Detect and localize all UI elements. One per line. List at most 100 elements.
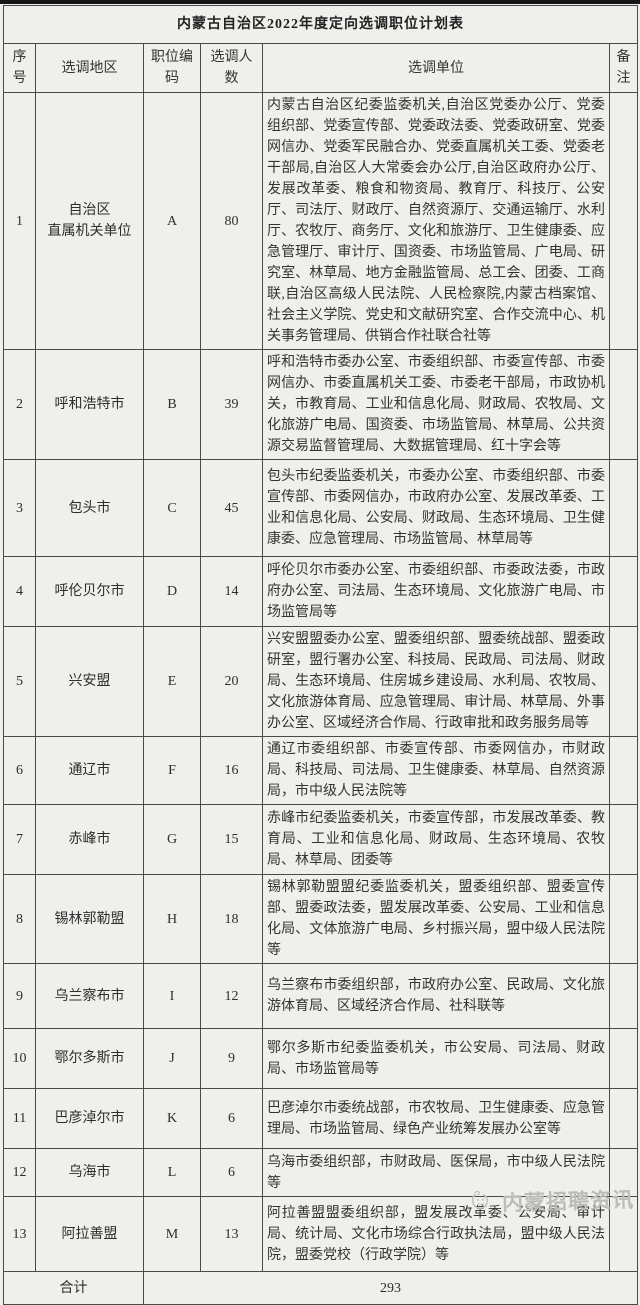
row-units: 乌海市委组织部，市财政局、医保局，市中级人民法院等	[262, 1148, 610, 1197]
header-code: 职位编码	[143, 43, 201, 93]
table-row: 12 乌海市 L 6 乌海市委组织部，市财政局、医保局，市中级人民法院等	[3, 1148, 639, 1197]
row-count: 80	[200, 92, 263, 350]
row-remark	[608, 349, 639, 460]
row-code: K	[143, 1088, 201, 1149]
row-code: C	[143, 459, 201, 557]
row-units: 内蒙古自治区纪委监委机关,自治区党委办公厅、党委组织部、党委宣传部、党委政法委、…	[262, 92, 610, 350]
table-title-row: 内蒙古自治区2022年度定向选调职位计划表	[2, 5, 639, 44]
row-code: H	[143, 874, 201, 964]
table-row: 9 乌兰察布市 I 12 乌兰察布市委组织部，市政府办公室、民政局、文化旅游体育…	[3, 963, 639, 1029]
row-region: 鄂尔多斯市	[35, 1028, 144, 1089]
row-index: 4	[3, 556, 36, 627]
row-remark	[608, 1088, 639, 1149]
header-units: 选调单位	[262, 43, 610, 93]
row-index: 13	[3, 1196, 36, 1272]
row-code: A	[143, 92, 201, 350]
row-units: 包头市纪委监委机关，市委办公室、市委组织部、市委宣传部、市委网信办，市政府办公室…	[262, 459, 610, 557]
row-region: 呼伦贝尔市	[35, 556, 144, 627]
table-row: 10 鄂尔多斯市 J 9 鄂尔多斯市纪委监委机关，市公安局、司法局、财政局、市场…	[3, 1028, 639, 1089]
row-count: 15	[200, 804, 263, 875]
row-units: 阿拉善盟盟委组织部，盟发展改革委、公安局、审计局、统计局、文化市场综合行政执法局…	[262, 1196, 610, 1272]
row-remark	[608, 92, 639, 350]
row-index: 1	[3, 92, 36, 350]
header-remark: 备注	[608, 43, 639, 93]
table-header-row: 序号 选调地区 职位编码 选调人数 选调单位 备注	[3, 43, 639, 93]
row-region: 赤峰市	[35, 804, 144, 875]
row-region: 乌兰察布市	[35, 963, 144, 1029]
row-code: B	[143, 349, 201, 460]
row-remark	[608, 804, 639, 875]
row-units: 鄂尔多斯市纪委监委机关，市公安局、司法局、财政局、市场监管局等	[262, 1028, 610, 1089]
row-count: 45	[200, 459, 263, 557]
row-remark	[608, 736, 639, 805]
row-code: M	[143, 1196, 201, 1272]
row-count: 6	[200, 1148, 263, 1197]
row-remark	[608, 626, 639, 737]
row-region: 自治区 直属机关单位	[35, 92, 144, 350]
table-total-row: 合计 293	[3, 1271, 639, 1305]
row-index: 10	[3, 1028, 36, 1089]
row-count: 14	[200, 556, 263, 627]
table-row: 5 兴安盟 E 20 兴安盟盟委办公室、盟委组织部、盟委统战部、盟委政研室，盟行…	[3, 626, 639, 737]
row-region: 通辽市	[35, 736, 144, 805]
row-units: 锡林郭勒盟盟纪委监委机关，盟委组织部、盟委宣传部、盟委政法委，盟发展改革委、公安…	[262, 874, 610, 964]
row-remark	[608, 963, 639, 1029]
row-code: L	[143, 1148, 201, 1197]
row-index: 11	[3, 1088, 36, 1149]
table-row: 1 自治区 直属机关单位 A 80 内蒙古自治区纪委监委机关,自治区党委办公厅、…	[3, 92, 639, 350]
header-region: 选调地区	[35, 43, 144, 93]
row-units: 巴彦淖尔市委统战部，市农牧局、卫生健康委、应急管理局、市场监管局、绿色产业统筹发…	[262, 1088, 610, 1149]
row-index: 3	[3, 459, 36, 557]
row-index: 9	[3, 963, 36, 1029]
row-index: 5	[3, 626, 36, 737]
row-remark	[608, 1196, 639, 1272]
row-region: 呼和浩特市	[35, 349, 144, 460]
row-units: 兴安盟盟委办公室、盟委组织部、盟委统战部、盟委政研室，盟行署办公室、科技局、民政…	[262, 626, 610, 737]
row-code: G	[143, 804, 201, 875]
row-count: 39	[200, 349, 263, 460]
table-row: 7 赤峰市 G 15 赤峰市纪委监委机关，市委宣传部，市发展改革委、教育局、工业…	[3, 804, 639, 875]
row-index: 8	[3, 874, 36, 964]
row-units: 乌兰察布市委组织部，市政府办公室、民政局、文化旅游体育局、区域经济合作局、社科联…	[262, 963, 610, 1029]
row-code: J	[143, 1028, 201, 1089]
row-count: 9	[200, 1028, 263, 1089]
row-count: 13	[200, 1196, 263, 1272]
row-region: 阿拉善盟	[35, 1196, 144, 1272]
row-region: 兴安盟	[35, 626, 144, 737]
row-code: F	[143, 736, 201, 805]
row-code: D	[143, 556, 201, 627]
row-units: 赤峰市纪委监委机关，市委宣传部，市发展改革委、教育局、工业和信息化局、财政局、生…	[262, 804, 610, 875]
row-code: I	[143, 963, 201, 1029]
row-index: 12	[3, 1148, 36, 1197]
row-count: 6	[200, 1088, 263, 1149]
table-row: 8 锡林郭勒盟 H 18 锡林郭勒盟盟纪委监委机关，盟委组织部、盟委宣传部、盟委…	[3, 874, 639, 964]
row-remark	[608, 556, 639, 627]
row-units: 呼伦贝尔市委办公室、市委组织部、市委政法委，市政府办公室、司法局、生态环境局、文…	[262, 556, 610, 627]
row-count: 16	[200, 736, 263, 805]
row-region: 锡林郭勒盟	[35, 874, 144, 964]
table-row: 2 呼和浩特市 B 39 呼和浩特市委办公室、市委组织部、市委宣传部、市委网信办…	[3, 349, 639, 460]
row-region: 乌海市	[35, 1148, 144, 1197]
plan-table: 内蒙古自治区2022年度定向选调职位计划表 序号 选调地区 职位编码 选调人数 …	[2, 5, 639, 1305]
row-region: 巴彦淖尔市	[35, 1088, 144, 1149]
row-code: E	[143, 626, 201, 737]
top-edge-strip	[0, 0, 640, 4]
row-units: 通辽市委组织部、市委宣传部、市委网信办，市财政局、科技局、司法局、卫生健康委、林…	[262, 736, 610, 805]
row-region: 包头市	[35, 459, 144, 557]
row-count: 18	[200, 874, 263, 964]
row-remark	[608, 1148, 639, 1197]
total-label: 合计	[3, 1271, 144, 1305]
row-remark	[608, 1028, 639, 1089]
table-row: 6 通辽市 F 16 通辽市委组织部、市委宣传部、市委网信办，市财政局、科技局、…	[3, 736, 639, 805]
total-value: 293	[142, 1271, 639, 1305]
row-index: 6	[3, 736, 36, 805]
row-count: 20	[200, 626, 263, 737]
row-remark	[608, 459, 639, 557]
row-count: 12	[200, 963, 263, 1029]
table-row: 13 阿拉善盟 M 13 阿拉善盟盟委组织部，盟发展改革委、公安局、审计局、统计…	[3, 1196, 639, 1272]
row-index: 7	[3, 804, 36, 875]
row-remark	[608, 874, 639, 964]
table-row: 4 呼伦贝尔市 D 14 呼伦贝尔市委办公室、市委组织部、市委政法委，市政府办公…	[3, 556, 639, 627]
header-count: 选调人数	[200, 43, 263, 93]
table-row: 11 巴彦淖尔市 K 6 巴彦淖尔市委统战部，市农牧局、卫生健康委、应急管理局、…	[3, 1088, 639, 1149]
